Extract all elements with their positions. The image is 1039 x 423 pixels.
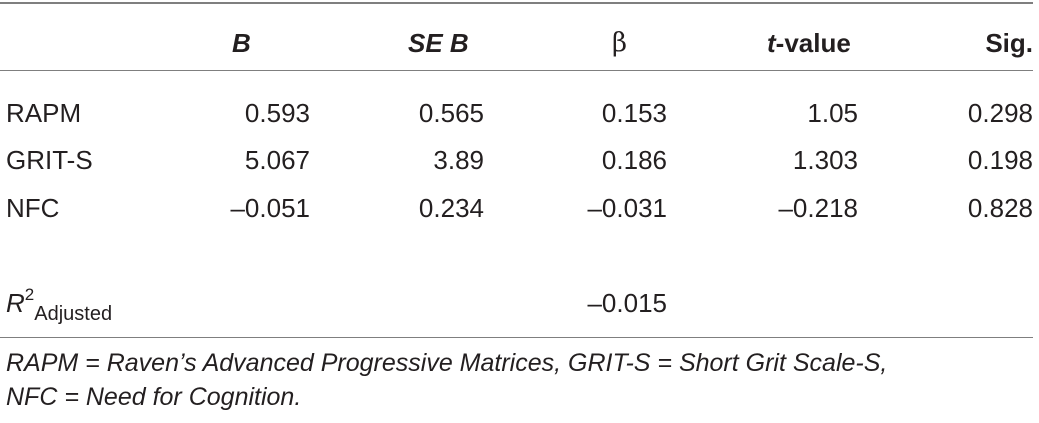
header-rule bbox=[0, 70, 1033, 71]
row-rapm-beta: 0.153 bbox=[601, 98, 667, 128]
header-t-value: t-value bbox=[767, 28, 851, 58]
row-grit-beta: 0.186 bbox=[601, 145, 667, 175]
row-grit-b: 5.067 bbox=[244, 145, 310, 175]
r2-base: R bbox=[6, 288, 25, 318]
r2-subscript: Adjusted bbox=[34, 303, 113, 325]
footnote-line-2: NFC = Need for Cognition. bbox=[6, 383, 302, 411]
r2-adjusted-value: –0.015 bbox=[587, 288, 667, 318]
row-nfc-b: –0.051 bbox=[230, 193, 310, 223]
header-t-rest: -value bbox=[775, 28, 851, 58]
row-nfc-sig: 0.828 bbox=[967, 193, 1033, 223]
table-top-rule bbox=[0, 2, 1033, 4]
row-nfc-se-b: 0.234 bbox=[418, 193, 484, 223]
table-footnote: RAPM = Raven’s Advanced Progressive Matr… bbox=[6, 346, 1034, 414]
row-nfc-beta: –0.031 bbox=[587, 193, 667, 223]
row-nfc-label: NFC bbox=[6, 193, 60, 223]
r2-adjusted-label: R2Adjusted bbox=[6, 285, 112, 324]
row-rapm-b: 0.593 bbox=[244, 98, 310, 128]
header-t-italic: t bbox=[767, 28, 776, 58]
header-se-b: SE B bbox=[408, 28, 469, 58]
row-grit-se-b: 3.89 bbox=[433, 145, 484, 175]
header-b: B bbox=[232, 28, 251, 58]
header-beta: β bbox=[612, 28, 628, 58]
row-grit-label: GRIT-S bbox=[6, 145, 93, 175]
row-grit-t: 1.303 bbox=[792, 145, 858, 175]
table-bottom-rule bbox=[0, 337, 1033, 338]
row-nfc-t: –0.218 bbox=[778, 193, 858, 223]
row-rapm-t: 1.05 bbox=[807, 98, 858, 128]
row-grit-sig: 0.198 bbox=[967, 145, 1033, 175]
footnote-line-1: RAPM = Raven’s Advanced Progressive Matr… bbox=[6, 349, 888, 377]
row-rapm-sig: 0.298 bbox=[967, 98, 1033, 128]
row-rapm-label: RAPM bbox=[6, 98, 82, 128]
row-rapm-se-b: 0.565 bbox=[418, 98, 484, 128]
header-sig: Sig. bbox=[985, 28, 1033, 58]
r2-superscript: 2 bbox=[24, 285, 35, 305]
